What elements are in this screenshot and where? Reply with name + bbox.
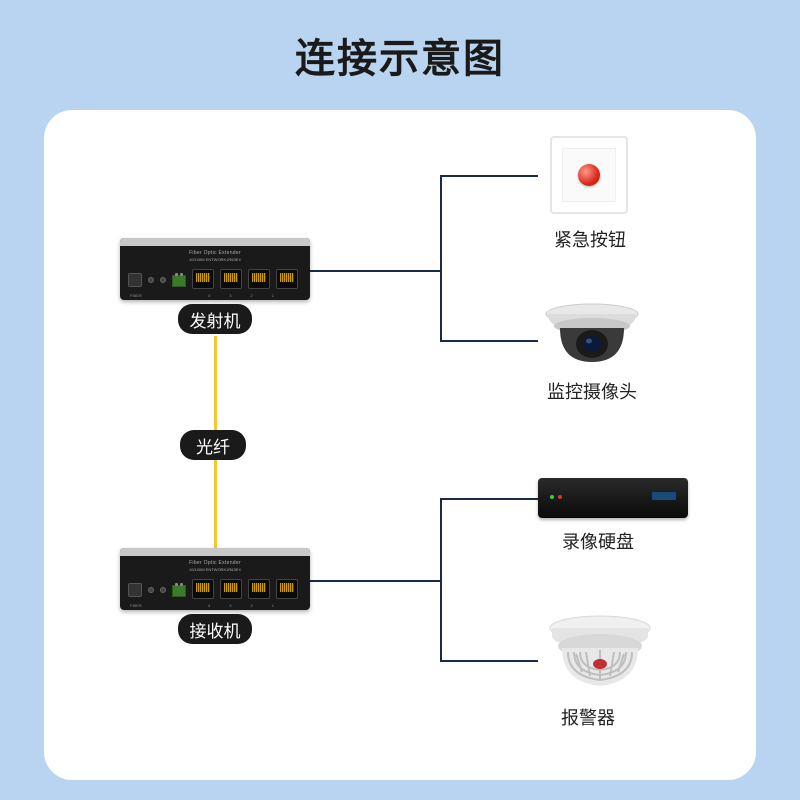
fiber-label: 光纤 (180, 430, 246, 460)
fiber-port-icon (128, 583, 142, 597)
panic-button-label: 紧急按钮 (530, 226, 650, 252)
rj45-port-icon (276, 269, 298, 289)
alarm-label: 报警器 (528, 704, 648, 730)
transmitter-device: Fiber Optic Extender 10/100M ENTWORK1R63… (120, 238, 310, 300)
panic-button-device (550, 136, 628, 214)
receiver-label: 接收机 (178, 614, 252, 644)
rj45-port-icon (248, 579, 270, 599)
nvr-label: 录像硬盘 (518, 528, 678, 554)
receiver-device: Fiber Optic Extender 10/100M ENTWORK1R63… (120, 548, 310, 610)
camera-label: 监控摄像头 (522, 378, 662, 404)
page-title: 连接示意图 (0, 26, 800, 84)
rj45-port-icon (192, 269, 214, 289)
terminal-block-icon (172, 585, 186, 597)
smoke-detector-icon (548, 614, 653, 694)
fiber-port-icon (128, 273, 142, 287)
led-icon (160, 277, 166, 283)
rj45-port-icon (220, 269, 242, 289)
rj45-port-icon (248, 269, 270, 289)
led-icon (148, 587, 154, 593)
panic-button-icon (578, 164, 600, 186)
alarm-device (548, 614, 653, 694)
dome-camera-device (542, 300, 642, 370)
led-icon (160, 587, 166, 593)
nvr-device (538, 478, 688, 518)
led-icon (148, 277, 154, 283)
rj45-port-icon (276, 579, 298, 599)
dome-camera-icon (542, 300, 642, 370)
transmitter-label: 发射机 (178, 304, 252, 334)
rj45-port-icon (192, 579, 214, 599)
terminal-block-icon (172, 275, 186, 287)
rj45-port-icon (220, 579, 242, 599)
